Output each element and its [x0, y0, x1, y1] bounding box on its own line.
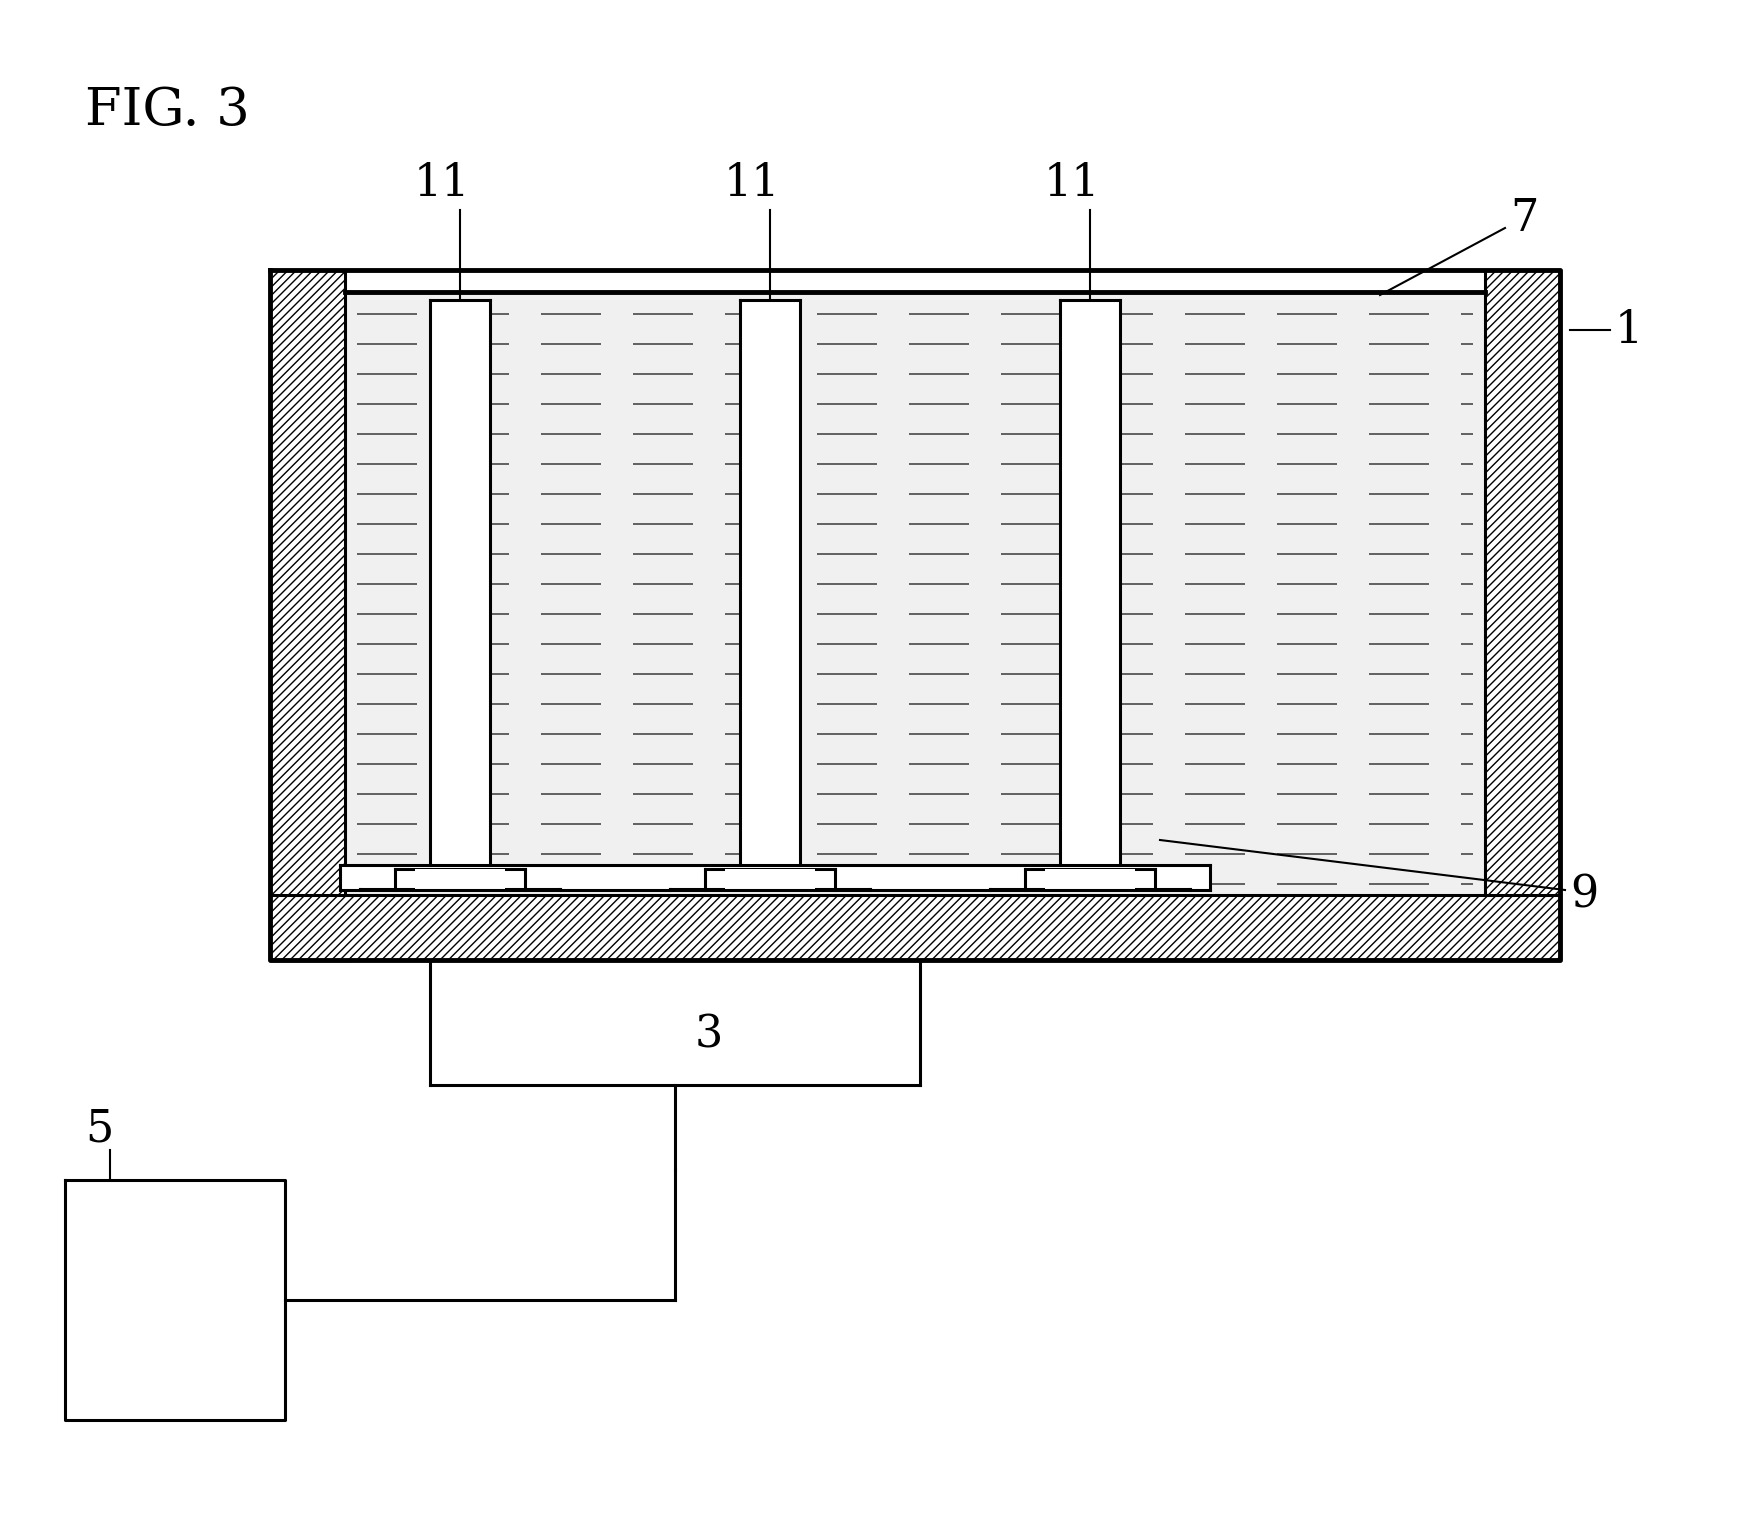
Polygon shape — [740, 300, 799, 864]
Polygon shape — [271, 271, 344, 960]
Polygon shape — [430, 300, 490, 864]
Polygon shape — [271, 895, 1558, 960]
Text: 1: 1 — [1615, 309, 1643, 352]
Text: 11: 11 — [724, 161, 780, 205]
Text: 7: 7 — [1509, 197, 1537, 240]
Text: FIG. 3: FIG. 3 — [84, 85, 249, 135]
Text: 11: 11 — [413, 161, 469, 205]
Text: 5: 5 — [84, 1107, 112, 1150]
Polygon shape — [344, 292, 1485, 895]
Polygon shape — [415, 869, 504, 891]
Polygon shape — [1059, 300, 1119, 864]
Text: 11: 11 — [1044, 161, 1100, 205]
Polygon shape — [1485, 271, 1558, 960]
Polygon shape — [339, 864, 1209, 891]
Text: 3: 3 — [694, 1014, 722, 1057]
Polygon shape — [1044, 869, 1135, 891]
Polygon shape — [724, 869, 815, 891]
Text: 9: 9 — [1569, 874, 1597, 917]
